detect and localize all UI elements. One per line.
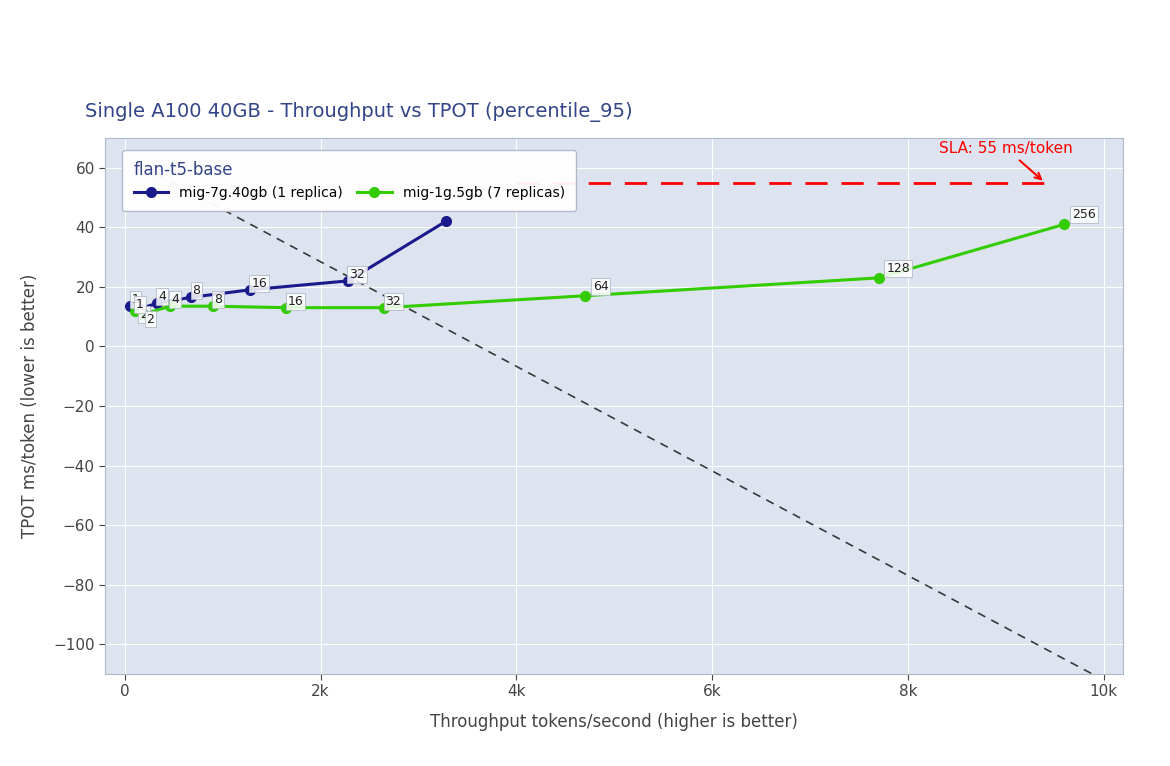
Line: mig-7g.40gb (1 replica): mig-7g.40gb (1 replica) [125, 217, 450, 314]
Text: 8: 8 [193, 284, 200, 297]
Text: 2: 2 [139, 308, 147, 321]
Text: 1: 1 [136, 298, 144, 311]
mig-7g.40gb (1 replica) [131, 305, 145, 314]
Text: 2: 2 [146, 313, 154, 326]
mig-1g.5gb (7 replicas) [280, 303, 294, 313]
Text: SLA: 55 ms/token: SLA: 55 ms/token [938, 141, 1073, 179]
mig-1g.5gb (7 replicas) [163, 302, 177, 311]
Text: 8: 8 [214, 293, 222, 306]
Text: 16: 16 [252, 277, 267, 290]
mig-7g.40gb (1 replica) [150, 299, 164, 308]
mig-7g.40gb (1 replica) [340, 277, 355, 286]
Text: 1: 1 [131, 293, 139, 306]
mig-1g.5gb (7 replicas) [138, 309, 152, 318]
Line: mig-1g.5gb (7 replicas): mig-1g.5gb (7 replicas) [130, 219, 1069, 319]
Text: 4: 4 [158, 290, 166, 303]
Text: 4: 4 [171, 293, 179, 306]
Text: 16: 16 [288, 295, 303, 308]
Text: Single A100 40GB - Throughput vs TPOT (percentile_95): Single A100 40GB - Throughput vs TPOT (p… [85, 102, 633, 122]
mig-7g.40gb (1 replica) [123, 302, 137, 311]
mig-7g.40gb (1 replica) [243, 285, 257, 294]
Text: 32: 32 [385, 295, 401, 308]
mig-1g.5gb (7 replicas) [128, 306, 142, 316]
mig-1g.5gb (7 replicas) [206, 302, 220, 311]
X-axis label: Throughput tokens/second (higher is better): Throughput tokens/second (higher is bett… [431, 713, 798, 732]
mig-1g.5gb (7 replicas) [377, 303, 391, 313]
mig-1g.5gb (7 replicas) [578, 291, 592, 300]
mig-1g.5gb (7 replicas) [872, 273, 886, 283]
Y-axis label: TPOT ms/token (lower is better): TPOT ms/token (lower is better) [21, 273, 40, 538]
Text: 64: 64 [593, 280, 608, 293]
mig-7g.40gb (1 replica) [439, 217, 453, 226]
Text: 128: 128 [887, 262, 910, 275]
mig-7g.40gb (1 replica) [185, 293, 199, 302]
Legend: mig-7g.40gb (1 replica), mig-1g.5gb (7 replicas): mig-7g.40gb (1 replica), mig-1g.5gb (7 r… [123, 150, 576, 211]
mig-1g.5gb (7 replicas) [1058, 220, 1072, 229]
Text: 256: 256 [1073, 208, 1096, 221]
Text: 32: 32 [349, 268, 365, 281]
